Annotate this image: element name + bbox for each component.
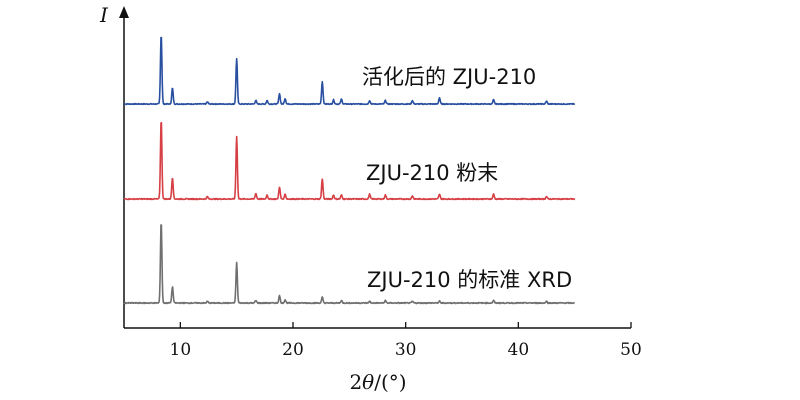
- x-tick-label: 10: [170, 340, 192, 360]
- series-line-3: [123, 224, 576, 305]
- plot-area: [119, 6, 631, 329]
- y-axis-arrow: [119, 6, 129, 18]
- series-line-1: [123, 36, 576, 106]
- series-labels: 活化后的 ZJU-210 ZJU-210 粉末 ZJU-210 的标准 XRD: [362, 65, 572, 292]
- series-layer: [123, 36, 576, 305]
- y-axis-title: I: [99, 3, 109, 27]
- x-axis-title: 2θ/(°): [349, 370, 406, 394]
- series-line-2: [123, 121, 576, 201]
- x-tick-label: 50: [620, 340, 642, 360]
- x-tick-label: 20: [282, 340, 304, 360]
- x-tick-label: 40: [508, 340, 530, 360]
- series-label-1: 活化后的 ZJU-210: [362, 65, 536, 89]
- x-tick-label: 30: [395, 340, 417, 360]
- x-axis-ticks: 10 20 30 40 50: [170, 322, 642, 360]
- series-label-3: ZJU-210 的标准 XRD: [367, 268, 572, 292]
- series-label-2: ZJU-210 粉末: [366, 161, 498, 185]
